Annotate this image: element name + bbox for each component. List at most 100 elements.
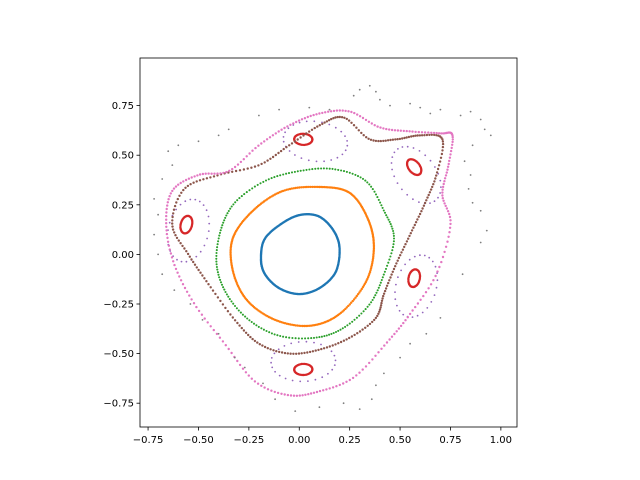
data-point	[227, 209, 230, 213]
data-point	[215, 249, 218, 252]
data-point	[177, 239, 180, 242]
data-point	[426, 196, 429, 199]
data-point	[387, 261, 390, 264]
data-point	[278, 374, 281, 377]
data-point	[173, 204, 177, 208]
data-point	[420, 131, 424, 134]
data-point	[336, 156, 339, 159]
data-point	[284, 377, 287, 380]
data-point	[266, 159, 269, 162]
data-point	[244, 331, 248, 334]
data-point	[223, 288, 226, 291]
data-point	[270, 177, 273, 180]
data-point	[360, 287, 363, 291]
data-point	[237, 309, 240, 312]
data-point	[274, 132, 277, 135]
data-point	[437, 196, 439, 199]
data-point	[393, 151, 396, 154]
data-point	[252, 322, 256, 325]
data-point	[314, 378, 317, 381]
data-point	[371, 188, 374, 191]
data-point	[395, 283, 397, 286]
data-point	[292, 124, 295, 126]
data-point	[271, 134, 275, 137]
data-point	[391, 246, 395, 249]
data-point	[207, 230, 210, 233]
data-point	[368, 322, 372, 326]
data-point	[185, 260, 188, 263]
data-point	[165, 211, 168, 214]
data-point	[437, 164, 441, 167]
data-point	[291, 336, 294, 340]
data-point	[398, 137, 402, 141]
data-point	[258, 114, 260, 117]
data-point	[383, 289, 387, 293]
data-point	[396, 304, 398, 307]
data-point	[290, 171, 294, 174]
data-point	[312, 113, 315, 117]
data-point	[436, 279, 439, 282]
data-point	[273, 176, 276, 179]
data-point	[297, 337, 300, 340]
data-point	[424, 291, 428, 294]
data-point	[427, 131, 430, 134]
data-point	[394, 298, 397, 301]
data-point	[302, 186, 305, 189]
data-point	[231, 167, 234, 171]
data-point	[319, 185, 323, 189]
data-point	[332, 109, 336, 113]
data-point	[270, 357, 273, 359]
data-point	[337, 329, 340, 332]
data-point	[402, 313, 405, 316]
data-point	[311, 368, 314, 372]
data-point	[389, 138, 392, 142]
data-point	[204, 172, 207, 175]
data-point	[219, 172, 222, 175]
data-point	[370, 398, 373, 401]
data-point	[166, 236, 169, 240]
data-point	[318, 389, 322, 393]
data-point	[240, 326, 243, 330]
data-point	[353, 318, 356, 321]
data-point	[446, 240, 449, 243]
data-point	[350, 301, 353, 304]
data-point	[166, 201, 169, 204]
data-point	[406, 145, 409, 148]
data-point	[403, 245, 406, 249]
data-point	[351, 172, 354, 175]
data-point	[310, 128, 314, 131]
data-point	[205, 209, 208, 212]
data-point	[416, 134, 419, 137]
data-point	[327, 119, 331, 122]
data-point	[405, 129, 408, 133]
data-point	[300, 352, 303, 355]
data-point	[422, 294, 425, 298]
data-point	[399, 356, 401, 359]
data-point	[321, 376, 324, 379]
data-point	[337, 168, 340, 171]
data-point	[334, 116, 337, 119]
data-point	[212, 175, 216, 178]
data-point	[408, 258, 411, 261]
data-point	[253, 339, 257, 343]
data-point	[383, 270, 386, 273]
data-point	[418, 201, 420, 204]
data-point	[396, 259, 399, 262]
data-point	[303, 324, 306, 328]
data-point	[366, 324, 369, 327]
data-point	[391, 138, 395, 141]
data-point	[313, 185, 316, 189]
data-point	[383, 211, 387, 214]
data-point	[166, 240, 170, 243]
data-point	[189, 303, 192, 305]
data-point	[390, 252, 393, 255]
data-point	[396, 182, 399, 185]
data-point	[217, 240, 220, 243]
data-point	[356, 332, 359, 335]
axes-frame	[139, 57, 518, 428]
data-point	[392, 229, 395, 233]
data-point	[176, 258, 178, 261]
data-point	[451, 143, 454, 146]
data-point	[299, 380, 302, 383]
data-point	[448, 215, 452, 219]
